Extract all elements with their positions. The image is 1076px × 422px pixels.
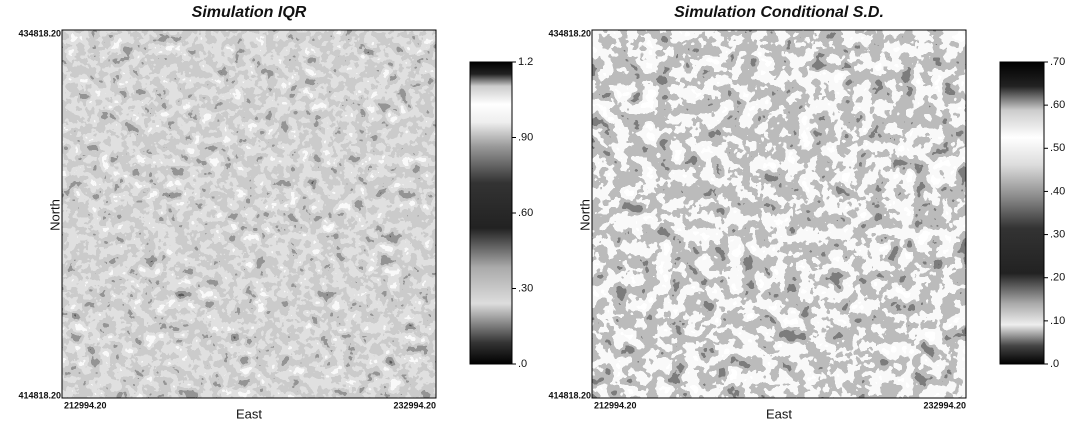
colorbar-tick-label: .70 [1050, 56, 1065, 68]
map-raster [592, 30, 966, 398]
x-axis-label: East [766, 406, 792, 421]
colorbar-tick-label: .90 [518, 131, 533, 143]
colorbar-tick-label: .40 [1050, 185, 1065, 197]
map-frame [591, 29, 967, 399]
x-left-label: 212994.20 [64, 400, 107, 410]
colorbar-tick-label: .0 [1050, 358, 1059, 370]
colorbar-tick-label: .10 [1050, 315, 1065, 327]
colorbar [999, 61, 1045, 365]
colorbar-tick-label: .30 [518, 282, 533, 294]
colorbar [469, 61, 513, 365]
map-frame [61, 29, 437, 399]
y-top-label: 434818.20 [18, 28, 61, 38]
y-top-label: 434818.20 [548, 28, 591, 38]
x-right-label: 232994.20 [923, 400, 966, 410]
y-axis-label: North [577, 199, 592, 231]
panel-title: Simulation IQR [192, 4, 307, 21]
x-axis-label: East [236, 406, 262, 421]
map-raster [62, 30, 436, 398]
panel-title: Simulation Conditional S.D. [674, 4, 884, 21]
colorbar-tick-label: .50 [1050, 142, 1065, 154]
colorbar-tick-label: .60 [1050, 99, 1065, 111]
colorbar-tick-label: .20 [1050, 272, 1065, 284]
colorbar-tick-label: .30 [1050, 228, 1065, 240]
x-right-label: 232994.20 [393, 400, 436, 410]
y-bottom-label: 414818.20 [548, 390, 591, 400]
colorbar-tick-label: .0 [518, 358, 527, 370]
x-left-label: 212994.20 [594, 400, 637, 410]
colorbar-tick-label: 1.2 [518, 56, 533, 68]
y-axis-label: North [47, 199, 62, 231]
colorbar-tick-label: .60 [518, 207, 533, 219]
y-bottom-label: 414818.20 [18, 390, 61, 400]
